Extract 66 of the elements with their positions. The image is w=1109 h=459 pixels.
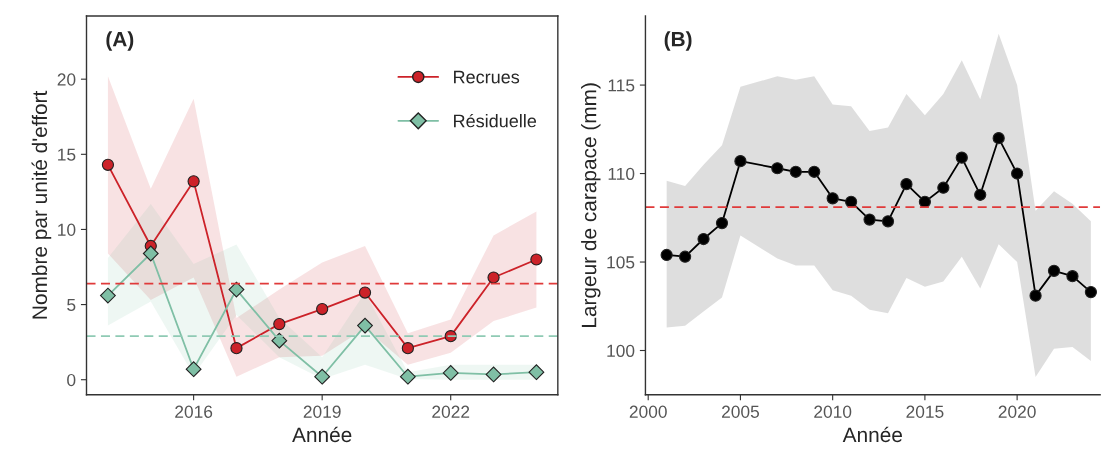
point	[660, 248, 673, 262]
point	[230, 342, 243, 355]
point	[1029, 289, 1042, 302]
point	[1066, 270, 1079, 283]
y-tick-label: 20	[57, 73, 76, 86]
point	[1011, 167, 1024, 180]
point	[1047, 264, 1061, 277]
x-tick-label: 2022	[432, 405, 470, 418]
y-tick-label: 15	[58, 148, 76, 161]
point	[863, 213, 876, 226]
point	[316, 302, 329, 316]
y-tick-label: 100	[607, 344, 635, 357]
y-axis-title: Nombre par unité d'effort	[31, 90, 52, 319]
y-tick-label: 10	[58, 223, 76, 236]
x-axis-title: Année	[292, 426, 352, 443]
point	[528, 364, 545, 381]
x-tick-label: 2005	[722, 405, 760, 418]
x-tick-label: 2016	[175, 405, 213, 418]
point	[808, 165, 821, 178]
point	[826, 192, 839, 205]
point	[399, 368, 416, 385]
text: (A)	[106, 31, 134, 51]
y-tick-label: 110	[608, 167, 635, 181]
y-tick-label: 115	[608, 79, 635, 92]
point	[992, 132, 1005, 145]
point	[485, 366, 502, 383]
point	[937, 181, 950, 194]
point	[1084, 285, 1098, 299]
y-tick-label: 5	[67, 298, 76, 312]
point	[955, 151, 968, 164]
point	[678, 250, 692, 263]
point	[697, 232, 710, 246]
y-tick-label: 105	[607, 256, 635, 269]
point	[844, 195, 858, 208]
point	[530, 253, 543, 266]
point	[228, 281, 245, 298]
legend-label: Recrues	[454, 70, 520, 84]
point	[442, 365, 459, 381]
point	[357, 317, 373, 334]
point	[273, 318, 286, 331]
point	[185, 361, 202, 378]
point	[487, 271, 500, 284]
point	[401, 342, 414, 355]
point	[101, 158, 115, 171]
point	[881, 215, 895, 228]
point	[734, 155, 747, 168]
point	[974, 188, 987, 201]
point	[314, 368, 331, 385]
point	[900, 178, 913, 191]
point	[715, 216, 729, 230]
x-tick-label: 2015	[906, 405, 944, 418]
x-tick-label: 2019	[303, 405, 341, 418]
legend-label: Résiduelle	[454, 113, 537, 128]
point	[142, 245, 159, 262]
x-tick-label: 2010	[814, 405, 852, 418]
point	[187, 175, 200, 188]
point	[358, 286, 372, 299]
x-axis-title: Année	[842, 426, 902, 443]
y-axis-title: Largeur de carapace (mm)	[581, 83, 601, 327]
point	[100, 287, 116, 304]
x-tick-label: 2000	[629, 405, 667, 418]
text: (B)	[664, 31, 692, 51]
point	[789, 165, 802, 178]
y-tick-label: 0	[67, 373, 76, 387]
point	[771, 162, 784, 175]
x-tick-label: 2020	[998, 405, 1036, 418]
